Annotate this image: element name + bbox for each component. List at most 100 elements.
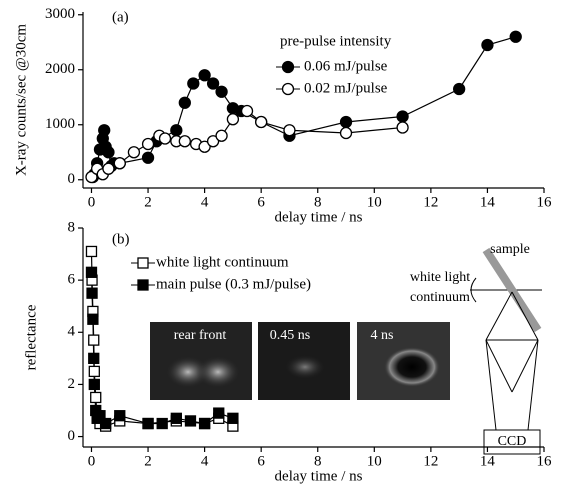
x-tick-label: 2	[144, 453, 152, 469]
marker	[113, 157, 126, 170]
marker	[88, 352, 100, 365]
marker	[481, 38, 494, 52]
inset-spot	[384, 347, 440, 387]
marker	[87, 313, 99, 325]
annotation: continuum	[410, 290, 470, 305]
x-tick-label: 6	[257, 453, 265, 469]
legend-marker	[137, 257, 149, 269]
y-tick-label: 0	[68, 171, 76, 187]
x-tick-label: 16	[537, 453, 553, 469]
y-tick-label: 2000	[45, 61, 75, 77]
x-tick-label: 4	[201, 194, 209, 210]
annotation: white light	[410, 270, 470, 285]
x-tick-label: 10	[367, 453, 382, 469]
marker	[170, 412, 182, 424]
setup-diagram	[470, 247, 542, 455]
y-axis-label: X-ray counts/sec @30cm	[13, 24, 29, 176]
marker	[88, 378, 100, 391]
marker	[206, 135, 220, 148]
panel-label: (a)	[112, 9, 129, 25]
marker	[88, 334, 100, 346]
x-axis-label: delay time / ns	[275, 209, 363, 225]
y-tick-label: 2	[68, 376, 76, 392]
x-tick-label: 16	[537, 194, 553, 210]
y-tick-label: 4	[68, 324, 76, 340]
x-tick-label: 2	[144, 194, 152, 210]
marker	[98, 124, 111, 137]
annotation: sample	[490, 242, 530, 257]
x-tick-label: 0	[88, 194, 96, 210]
inset-spot	[196, 356, 240, 388]
ray	[485, 291, 513, 341]
ray	[485, 339, 497, 431]
marker	[339, 126, 353, 140]
annotation: 0.45 ns	[270, 328, 310, 343]
marker	[187, 77, 200, 90]
y-tick-label: 6	[68, 272, 76, 288]
marker	[85, 245, 98, 258]
marker	[178, 135, 191, 148]
marker	[85, 266, 98, 278]
x-tick-label: 12	[423, 194, 438, 210]
x-tick-label: 12	[423, 453, 438, 469]
marker	[141, 151, 155, 164]
ray	[511, 339, 539, 393]
marker	[206, 77, 220, 90]
panel-label: (b)	[112, 231, 130, 247]
legend-label: white light continuum	[156, 254, 289, 270]
marker	[509, 30, 522, 43]
legend-marker	[281, 60, 295, 74]
inset-images	[150, 322, 450, 400]
x-tick-label: 0	[88, 453, 96, 469]
marker	[184, 415, 197, 427]
marker	[94, 410, 106, 422]
marker	[283, 124, 296, 137]
marker	[102, 146, 115, 159]
marker	[85, 170, 98, 184]
y-tick-label: 1000	[45, 116, 75, 132]
marker	[215, 129, 228, 142]
annotation: rear front	[174, 328, 227, 343]
y-tick-label: 8	[68, 219, 76, 235]
legend-marker	[137, 279, 149, 291]
marker	[156, 417, 168, 430]
y-tick-label: 0	[68, 428, 76, 444]
marker	[141, 137, 155, 151]
marker	[396, 110, 409, 123]
marker	[339, 115, 353, 129]
ccd-box	[483, 429, 541, 455]
x-tick-label: 8	[314, 194, 322, 210]
marker	[227, 412, 239, 424]
sample	[482, 247, 542, 333]
marker	[255, 115, 268, 129]
marker	[86, 287, 98, 299]
marker	[127, 146, 141, 159]
legend-marker	[281, 82, 295, 96]
y-tick-label: 3000	[45, 6, 75, 22]
marker	[158, 132, 172, 145]
y-axis-label: reflectance	[23, 304, 39, 370]
x-tick-label: 4	[201, 453, 209, 469]
x-tick-label: 14	[480, 453, 496, 469]
marker	[198, 417, 211, 430]
marker	[213, 407, 225, 419]
marker	[198, 140, 211, 153]
ray	[527, 339, 539, 431]
annotation: CCD	[498, 434, 527, 449]
marker	[90, 391, 102, 404]
marker	[198, 69, 211, 82]
x-axis-label: delay time / ns	[275, 468, 363, 484]
inset-spot	[285, 355, 325, 379]
marker	[226, 113, 240, 126]
x-tick-label: 10	[367, 194, 382, 210]
annotation: 4 ns	[371, 328, 394, 343]
marker	[240, 104, 254, 118]
x-tick-label: 14	[480, 194, 496, 210]
legend-title: pre-pulse intensity	[280, 33, 392, 49]
marker	[453, 82, 466, 96]
marker	[114, 410, 126, 422]
marker	[88, 365, 100, 378]
ray	[485, 339, 513, 393]
legend-label: 0.02 mJ/pulse	[304, 80, 388, 96]
